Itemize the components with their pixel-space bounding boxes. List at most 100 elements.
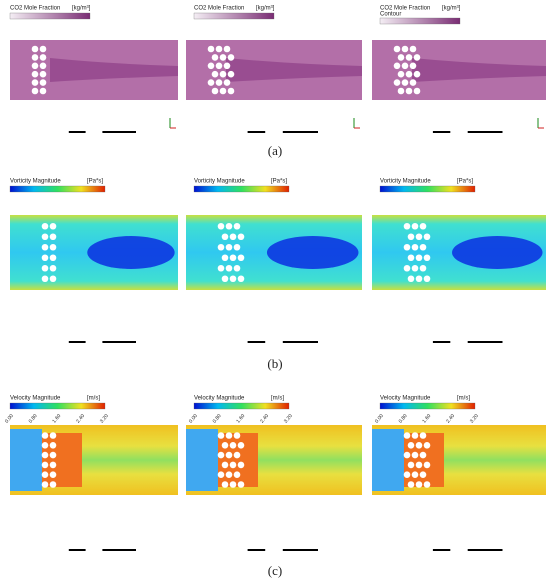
cylinder <box>221 481 229 488</box>
cylinder <box>225 243 233 251</box>
scale-bar-segment <box>450 341 468 343</box>
cylinder <box>401 62 409 70</box>
cylinder-zone <box>42 433 82 487</box>
cylinder <box>227 87 235 95</box>
scale-bar-segment <box>450 131 468 133</box>
legend-unit: [m/s] <box>271 396 284 402</box>
color-bar <box>379 402 476 410</box>
cylinder <box>419 451 427 459</box>
cylinder <box>419 264 427 272</box>
cylinder <box>225 432 233 439</box>
cylinder <box>423 275 431 283</box>
cylinder <box>423 461 431 469</box>
color-bar <box>379 17 461 25</box>
cylinder <box>41 243 49 251</box>
cylinder <box>409 79 417 86</box>
cylinder <box>403 264 411 272</box>
cylinder <box>407 461 415 469</box>
plume <box>412 58 546 82</box>
cylinder <box>237 275 245 283</box>
cylinder <box>217 222 225 230</box>
color-bar <box>193 185 290 193</box>
inlet-zone <box>372 429 404 491</box>
cylinder <box>415 461 423 469</box>
scale-bar-segment <box>265 131 283 133</box>
cylinder <box>233 264 241 272</box>
cylinder <box>237 442 245 449</box>
cylinder <box>49 222 57 230</box>
cylinder <box>217 451 225 459</box>
cylinder <box>221 254 229 262</box>
color-bar-tick: 3.20 <box>99 413 110 424</box>
cylinder <box>423 481 431 488</box>
cylinder <box>211 87 219 95</box>
cylinder <box>211 54 219 61</box>
color-bar-tick: 0.00 <box>188 413 199 424</box>
color-bar-tick: 1.60 <box>235 413 246 424</box>
cylinder <box>219 70 227 78</box>
cylinder <box>229 442 237 449</box>
cylinder <box>41 264 49 272</box>
cylinder <box>223 62 231 70</box>
cylinder <box>49 442 57 449</box>
color-bar-tick: 3.20 <box>469 413 480 424</box>
color-bar-tick: 0.00 <box>4 413 15 424</box>
cylinder <box>49 254 57 262</box>
cylinder <box>217 264 225 272</box>
panel-label: (b) <box>267 356 282 371</box>
cylinder <box>401 79 409 86</box>
scale-bar-segment <box>265 549 283 551</box>
legend-unit: [kg/m³] <box>442 6 461 12</box>
cylinder <box>411 264 419 272</box>
scale-bar-segment <box>450 549 468 551</box>
cylinder <box>49 243 57 251</box>
color-bar-tick: 3.20 <box>283 413 294 424</box>
scale-bar-segment <box>85 131 103 133</box>
cylinder <box>49 432 57 439</box>
cylinder <box>207 45 215 53</box>
cylinder <box>415 233 423 241</box>
cylinder <box>393 62 401 70</box>
legend-unit: [Pa*s] <box>87 179 103 185</box>
cylinder <box>41 481 49 488</box>
cylinder <box>223 79 231 86</box>
cylinder <box>237 481 245 488</box>
cylinder <box>423 254 431 262</box>
cylinder <box>407 275 415 283</box>
cylinder <box>237 461 245 469</box>
cylinder <box>413 54 421 61</box>
cylinder <box>237 233 245 241</box>
cylinder <box>419 222 427 230</box>
legend-subtitle: Contour <box>380 12 401 18</box>
cylinder <box>409 62 417 70</box>
wake <box>266 236 359 269</box>
cylinder <box>227 70 235 78</box>
color-bar-tick: 1.60 <box>421 413 432 424</box>
color-bar-tick: 2.40 <box>75 413 86 424</box>
scale-bar-segment <box>265 341 283 343</box>
panel-label: (c) <box>268 563 282 578</box>
cylinder <box>229 481 237 488</box>
cylinder <box>419 471 427 479</box>
legend-title: Vorticity Magnitude <box>380 179 431 185</box>
scale-bar-segment <box>85 341 103 343</box>
inlet-zone <box>186 429 218 491</box>
cylinder <box>407 254 415 262</box>
cylinder <box>217 243 225 251</box>
cylinder <box>407 481 415 488</box>
cylinder <box>221 442 229 449</box>
legend-title: CO2 Mole Fraction <box>380 6 430 12</box>
cylinder <box>39 70 47 78</box>
cylinder <box>41 442 49 449</box>
cylinder <box>215 45 223 53</box>
cylinder <box>219 87 227 95</box>
cylinder <box>411 243 419 251</box>
cylinder <box>413 87 421 95</box>
cylinder <box>393 79 401 86</box>
cylinder <box>39 87 47 95</box>
cylinder <box>413 70 421 78</box>
cylinder <box>397 54 405 61</box>
cylinder <box>415 481 423 488</box>
cylinder <box>49 461 57 469</box>
cylinder <box>411 222 419 230</box>
